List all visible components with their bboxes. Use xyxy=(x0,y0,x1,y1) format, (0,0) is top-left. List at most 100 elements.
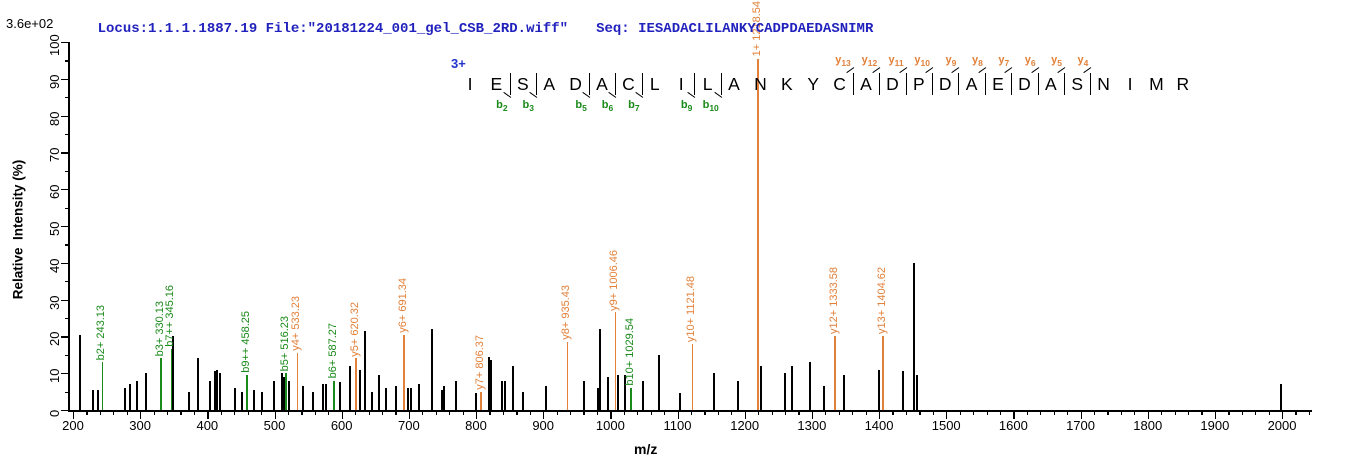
x-minor-tick xyxy=(287,411,290,415)
x-minor-tick xyxy=(758,411,760,415)
peak xyxy=(1279,384,1282,410)
x-minor-tick xyxy=(637,411,639,415)
peak xyxy=(172,336,175,410)
peak xyxy=(385,387,387,410)
annotated-peak xyxy=(170,349,172,410)
residue-letter: D xyxy=(886,74,899,94)
x-tick-label: 600 xyxy=(330,418,353,433)
sequence-text: Seq: IESADACLILANKYCADPDAEDASNIMR xyxy=(596,21,874,37)
fragment-divider xyxy=(1090,73,1092,95)
peak xyxy=(596,387,599,410)
x-tick-label: 1400 xyxy=(864,418,894,433)
x-major-tick xyxy=(476,411,478,419)
peak xyxy=(808,362,811,410)
x-minor-tick xyxy=(328,411,330,415)
residue-letter: S xyxy=(1071,74,1084,94)
peak-label: y4+ 533.23 xyxy=(290,296,303,351)
x-major-tick xyxy=(73,411,75,419)
x-tick-label: 200 xyxy=(62,418,84,433)
x-minor-tick xyxy=(1053,411,1055,415)
x-major-tick xyxy=(341,411,343,419)
residue-letter: A xyxy=(965,74,978,94)
x-minor-tick xyxy=(381,411,384,415)
x-minor-tick xyxy=(435,411,437,415)
annotated-peak xyxy=(882,336,884,410)
x-minor-tick xyxy=(489,411,491,415)
x-tick-label: 1000 xyxy=(595,418,625,433)
x-minor-tick xyxy=(932,411,934,415)
x-major-tick xyxy=(1013,411,1015,419)
x-minor-tick xyxy=(1174,411,1176,415)
peak xyxy=(377,375,380,410)
peak xyxy=(624,375,627,410)
peak xyxy=(92,389,95,410)
peak-label: y5+ 620.32 xyxy=(348,301,361,357)
peak-label: y13+ 1404.62 xyxy=(875,267,888,335)
peak xyxy=(363,330,366,410)
x-major-tick xyxy=(610,411,612,419)
fragment-divider xyxy=(958,73,960,95)
x-tick-label: 1100 xyxy=(663,418,692,433)
peak xyxy=(136,380,139,410)
x-minor-tick xyxy=(99,411,102,415)
residue-letter: A xyxy=(728,74,740,94)
peak xyxy=(407,387,410,410)
fragment-divider xyxy=(536,73,537,95)
peak xyxy=(129,384,132,410)
peak xyxy=(440,389,443,410)
peak-label: y8+ 935.43 xyxy=(560,285,573,340)
residue-letter: D xyxy=(938,74,952,94)
residue-letter: K xyxy=(780,74,793,94)
x-minor-tick xyxy=(368,411,370,415)
annotated-peak xyxy=(246,375,248,410)
y-major-tick xyxy=(61,262,68,264)
annotated-peak xyxy=(296,352,299,410)
residue-letter: I xyxy=(1127,74,1133,94)
x-minor-tick xyxy=(905,411,908,415)
residue-letter: N xyxy=(754,74,767,94)
fragment-divider xyxy=(1037,73,1039,95)
y-ion-label: y12 xyxy=(861,54,878,69)
x-axis-title: m/z xyxy=(634,441,658,457)
residue-letter: I xyxy=(678,74,684,94)
b-ion-label: b2 xyxy=(496,99,508,114)
y-ion-label: y8 xyxy=(971,54,983,69)
x-minor-tick xyxy=(838,411,840,415)
y-major-tick xyxy=(61,152,68,154)
x-minor-tick xyxy=(690,411,693,415)
x-minor-tick xyxy=(1161,411,1163,415)
x-minor-tick xyxy=(1107,411,1109,415)
peak xyxy=(78,334,81,410)
x-minor-tick xyxy=(180,411,182,415)
peak xyxy=(409,387,412,410)
x-major-tick xyxy=(677,411,679,419)
annotated-peak xyxy=(285,373,287,410)
x-minor-tick xyxy=(596,411,599,415)
y-ion-label: y11 xyxy=(888,54,904,69)
peak xyxy=(349,365,352,410)
x-minor-tick xyxy=(664,411,666,415)
b-ion-label: b6 xyxy=(601,99,614,114)
x-minor-tick xyxy=(771,411,773,415)
y-minor-tick xyxy=(64,391,68,393)
x-tick-label: 500 xyxy=(263,418,286,433)
x-minor-tick xyxy=(892,411,894,415)
peak xyxy=(544,386,547,410)
x-minor-tick xyxy=(1040,411,1042,415)
x-axis-line xyxy=(68,410,1312,412)
peak xyxy=(358,369,361,410)
x-major-tick xyxy=(879,411,881,419)
peak xyxy=(759,365,762,410)
x-minor-tick xyxy=(825,411,827,415)
x-minor-tick xyxy=(126,411,128,415)
x-minor-tick xyxy=(1241,411,1243,415)
x-minor-tick xyxy=(247,411,249,415)
x-minor-tick xyxy=(986,411,988,415)
x-minor-tick xyxy=(86,411,88,415)
x-minor-tick xyxy=(153,411,155,415)
fragment-divider xyxy=(1064,73,1065,95)
peak xyxy=(280,373,283,410)
fragment-divider xyxy=(879,73,881,95)
peak xyxy=(196,358,199,410)
